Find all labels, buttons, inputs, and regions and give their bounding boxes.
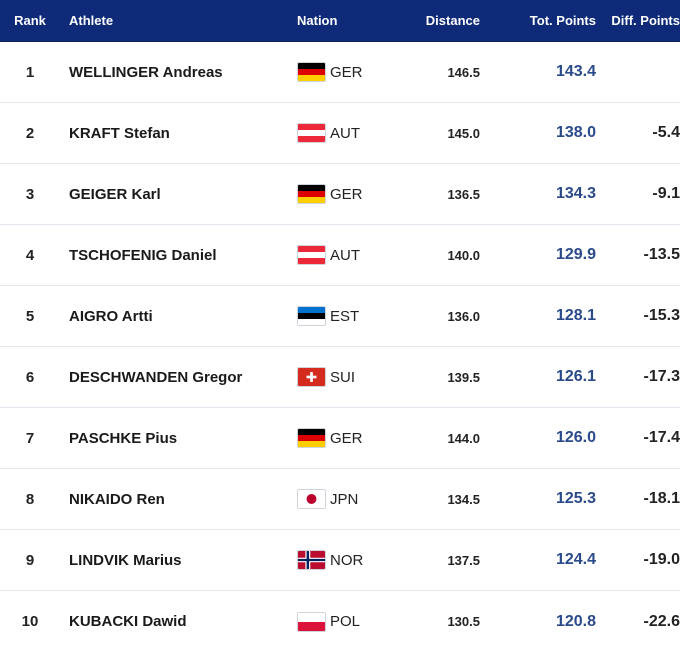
distance-cell: 140.0: [447, 247, 480, 263]
nation-code: AUT: [330, 124, 360, 142]
diff-points-cell: -5.4: [652, 124, 680, 141]
nation-code: EST: [330, 307, 360, 325]
distance-cell: 130.5: [447, 614, 480, 629]
rank-cell: 4: [25, 246, 35, 264]
nation-cell: GER: [288, 428, 380, 448]
table-row[interactable]: 4 TSCHOFENIG Daniel AUT 140.0 129.9 -13.…: [0, 225, 680, 286]
column-header-total-points[interactable]: Tot. Points: [529, 13, 596, 28]
nation-cell: POL: [288, 611, 380, 632]
table-body: 1 WELLINGER Andreas GER 146.5 143.4 2 KR…: [0, 42, 680, 652]
nation-code: GER: [330, 185, 363, 203]
nation-cell: GER: [288, 184, 380, 204]
table-row[interactable]: 2 KRAFT Stefan AUT 145.0 138.0 -5.4: [0, 103, 680, 164]
table-row[interactable]: 5 AIGRO Artti EST 136.0 128.1 -15.3: [0, 286, 680, 347]
distance-cell: 144.0: [447, 430, 480, 446]
total-points-cell: 134.3: [555, 185, 596, 202]
diff-points-cell: -22.6: [643, 612, 680, 630]
nation-cell: JPN: [288, 489, 380, 509]
total-points-cell: 125.3: [555, 490, 596, 507]
nation-code: GER: [330, 63, 363, 81]
nation-code: NOR: [330, 551, 364, 569]
table-row[interactable]: 8 NIKAIDO Ren JPN 134.5 125.3 -18.1: [0, 469, 680, 530]
diff-points-cell: -9.1: [652, 185, 680, 202]
diff-points-cell: -15.3: [643, 307, 680, 324]
athlete-name[interactable]: KRAFT Stefan: [69, 124, 170, 142]
rank-cell: 3: [25, 185, 35, 203]
column-header-distance[interactable]: Distance: [425, 13, 480, 28]
distance-cell: 137.5: [447, 552, 480, 568]
distance-cell: 136.5: [447, 186, 480, 202]
estonia-flag-icon: [297, 306, 326, 326]
column-header-athlete[interactable]: Athlete: [69, 13, 114, 28]
table-header: Rank Athlete Nation Distance Tot. Points…: [0, 0, 680, 42]
total-points-cell: 124.4: [555, 551, 596, 568]
total-points-cell: 129.9: [555, 246, 596, 263]
poland-flag-icon: [297, 611, 326, 632]
rank-cell: 8: [25, 490, 35, 508]
nation-cell: SUI: [288, 367, 380, 387]
germany-flag-icon: [297, 62, 326, 82]
distance-cell: 134.5: [447, 491, 480, 507]
athlete-name[interactable]: DESCHWANDEN Gregor: [69, 368, 243, 386]
japan-flag-icon: [297, 489, 326, 509]
athlete-name[interactable]: LINDVIK Marius: [69, 551, 182, 569]
diff-points-cell: -18.1: [643, 490, 680, 507]
column-header-nation[interactable]: Nation: [297, 13, 338, 28]
total-points-cell: 143.4: [555, 63, 596, 80]
total-points-cell: 126.1: [555, 368, 596, 385]
distance-cell: 136.0: [447, 308, 480, 324]
total-points-cell: 138.0: [555, 124, 596, 141]
norway-flag-icon: [297, 550, 326, 570]
table-row[interactable]: 7 PASCHKE Pius GER 144.0 126.0 -17.4: [0, 408, 680, 469]
diff-points-cell: -17.4: [643, 429, 680, 446]
table-row[interactable]: 3 GEIGER Karl GER 136.5 134.3 -9.1: [0, 164, 680, 225]
nation-code: POL: [330, 613, 361, 630]
column-header-rank[interactable]: Rank: [14, 13, 46, 28]
athlete-name[interactable]: GEIGER Karl: [69, 185, 161, 203]
nation-cell: GER: [288, 62, 380, 82]
nation-code: SUI: [330, 368, 356, 386]
total-points-cell: 126.0: [555, 429, 596, 446]
total-points-cell: 120.8: [555, 612, 596, 630]
nation-cell: AUT: [288, 245, 380, 265]
table-row[interactable]: 6 DESCHWANDEN Gregor SUI 139.5 126.1 -17…: [0, 347, 680, 408]
total-points-cell: 128.1: [555, 307, 596, 324]
athlete-name[interactable]: PASCHKE Pius: [69, 429, 178, 447]
athlete-name[interactable]: KUBACKI Dawid: [69, 613, 187, 630]
distance-cell: 146.5: [447, 64, 480, 80]
germany-flag-icon: [297, 184, 326, 204]
table-row[interactable]: 10 KUBACKI Dawid POL 130.5 120.8 -22.6: [0, 591, 680, 652]
table-row[interactable]: 9 LINDVIK Marius NOR 137.5 124.4 -19.0: [0, 530, 680, 591]
germany-flag-icon: [297, 428, 326, 448]
switzerland-flag-icon: [297, 367, 326, 387]
athlete-name[interactable]: TSCHOFENIG Daniel: [69, 246, 217, 264]
rank-cell: 5: [25, 307, 35, 325]
column-header-diff-points[interactable]: Diff. Points: [611, 13, 680, 28]
athlete-name[interactable]: WELLINGER Andreas: [69, 63, 223, 81]
distance-cell: 145.0: [447, 125, 480, 141]
nation-cell: AUT: [288, 123, 380, 143]
table-row[interactable]: 1 WELLINGER Andreas GER 146.5 143.4: [0, 42, 680, 103]
athlete-name[interactable]: AIGRO Artti: [69, 307, 153, 325]
rank-cell: 10: [21, 613, 39, 630]
rank-cell: 6: [25, 368, 35, 386]
diff-points-cell: -19.0: [643, 551, 680, 568]
nation-cell: NOR: [288, 550, 380, 570]
austria-flag-icon: [297, 123, 326, 143]
rank-cell: 7: [25, 429, 35, 447]
nation-cell: EST: [288, 306, 380, 326]
nation-code: AUT: [330, 246, 360, 264]
rank-cell: 9: [25, 551, 35, 569]
athlete-name[interactable]: NIKAIDO Ren: [69, 490, 165, 508]
rank-cell: 1: [25, 63, 35, 81]
nation-code: JPN: [330, 490, 359, 508]
distance-cell: 139.5: [447, 369, 480, 385]
diff-points-cell: -13.5: [643, 246, 680, 263]
austria-flag-icon: [297, 245, 326, 265]
rank-cell: 2: [25, 124, 35, 142]
nation-code: GER: [330, 429, 363, 447]
diff-points-cell: -17.3: [643, 368, 680, 385]
